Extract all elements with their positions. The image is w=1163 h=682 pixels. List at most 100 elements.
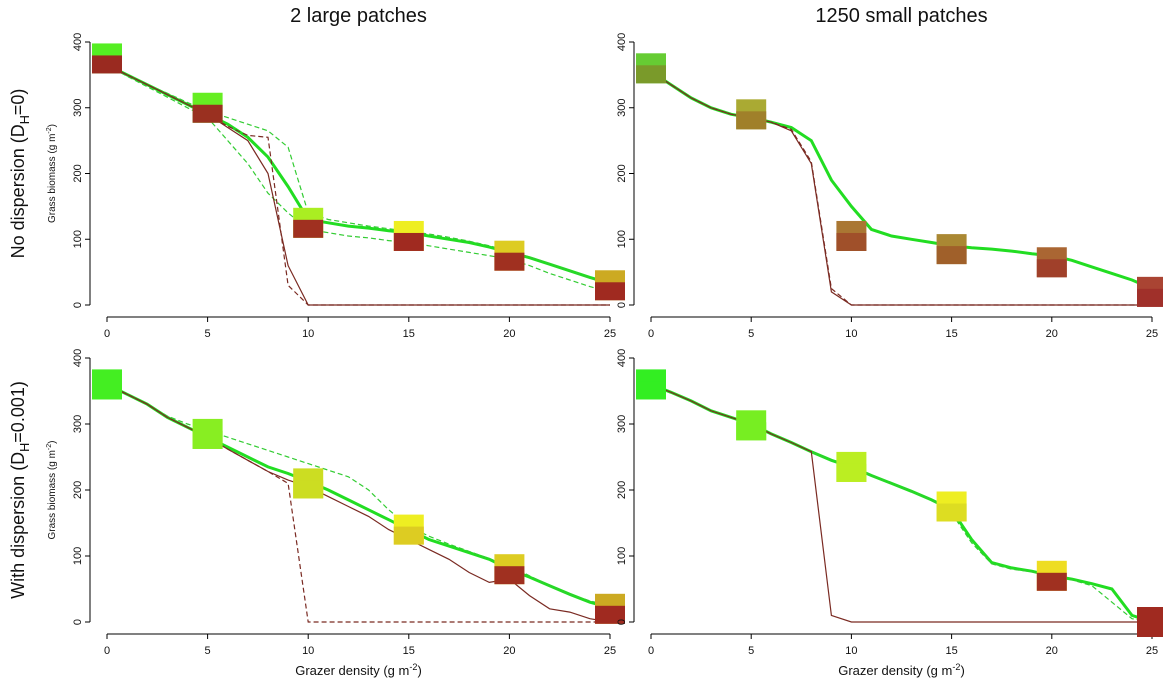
- x-tick-label: 15: [403, 645, 415, 657]
- snapshot: [92, 43, 122, 74]
- y-tick-label: 100: [616, 230, 628, 248]
- x-tick-label: 20: [503, 645, 515, 657]
- x-axis-label-script: -2: [952, 662, 960, 672]
- series-line: [650, 383, 1153, 623]
- row-label-main: With dispersion (D: [8, 452, 28, 599]
- snapshot: [736, 410, 767, 441]
- y-tick-label: 0: [72, 302, 84, 308]
- y-tick-label: 0: [72, 619, 84, 625]
- snapshot-bottom: [736, 422, 767, 441]
- snapshot: [595, 593, 625, 624]
- series-line: [106, 64, 611, 286]
- x-tick-label: 5: [748, 645, 754, 657]
- panel-title: 2 large patches: [290, 5, 427, 27]
- series-line: [106, 383, 611, 623]
- x-tick-label: 0: [648, 328, 654, 340]
- snapshot: [494, 240, 525, 271]
- row-label-rest: =0): [8, 89, 28, 116]
- y-axis-label-main: Grass biomass (g m: [47, 450, 58, 539]
- y-axis-label-script: -2: [46, 444, 53, 450]
- x-tick-label: 10: [302, 328, 314, 340]
- snapshot: [836, 220, 867, 251]
- x-axis-label: Grazer density (g m-2): [295, 662, 422, 678]
- snapshot-bottom: [1036, 259, 1067, 278]
- y-tick-label: 300: [616, 415, 628, 433]
- y-tick-label: 100: [72, 547, 84, 565]
- snapshot: [936, 491, 967, 522]
- series-line: [650, 383, 1152, 623]
- snapshot: [595, 270, 625, 301]
- x-tick-label: 10: [302, 645, 314, 657]
- x-axis-label-main: Grazer density (g m: [295, 663, 409, 678]
- x-tick-label: 20: [1046, 645, 1058, 657]
- series-line: [650, 70, 1153, 290]
- y-tick-label: 0: [616, 619, 628, 625]
- x-tick-label: 0: [648, 645, 654, 657]
- snapshot-bottom: [494, 252, 525, 271]
- row-label: With dispersion (DH=0.001): [8, 381, 32, 599]
- row-label-script: H: [18, 115, 32, 124]
- x-tick-label: 5: [205, 645, 211, 657]
- x-axis-label: Grazer density (g m-2): [838, 662, 965, 678]
- snapshot: [1036, 247, 1067, 278]
- snapshot: [192, 92, 223, 123]
- y-tick-label: 200: [616, 164, 628, 182]
- x-tick-label: 20: [1046, 328, 1058, 340]
- x-axis-label-rest: ): [960, 663, 964, 678]
- series-line: [106, 383, 610, 623]
- x-tick-label: 10: [845, 645, 857, 657]
- y-tick-label: 200: [72, 164, 84, 182]
- y-tick-label: 200: [72, 481, 84, 499]
- snapshot: [1036, 560, 1067, 591]
- snapshot-bottom: [393, 526, 424, 545]
- y-axis-label-main: Grass biomass (g m: [47, 134, 58, 223]
- x-tick-label: 25: [604, 328, 616, 340]
- snapshot-bottom: [836, 463, 867, 482]
- series-line: [106, 63, 611, 285]
- y-tick-label: 400: [616, 349, 628, 367]
- snapshot-bottom: [595, 605, 625, 624]
- y-tick-label: 100: [72, 230, 84, 248]
- snapshot-bottom: [293, 480, 324, 499]
- y-axis-label-script: -2: [46, 127, 53, 133]
- x-tick-label: 25: [1146, 328, 1158, 340]
- y-tick-label: 300: [72, 415, 84, 433]
- snapshot-bottom: [595, 282, 625, 301]
- series-line: [106, 64, 611, 293]
- snapshot-bottom: [192, 430, 223, 449]
- x-tick-label: 5: [748, 328, 754, 340]
- row-label-script: H: [18, 443, 32, 452]
- snapshot-bottom: [92, 55, 122, 74]
- x-tick-label: 25: [1146, 645, 1158, 657]
- series-line: [106, 383, 611, 609]
- snapshot: [494, 554, 525, 585]
- x-tick-label: 0: [104, 328, 110, 340]
- snapshot-bottom: [1137, 288, 1163, 307]
- y-axis-label-rest: ): [47, 124, 58, 127]
- snapshot-bottom: [736, 111, 767, 130]
- x-tick-label: 15: [945, 645, 957, 657]
- x-tick-label: 15: [945, 328, 957, 340]
- snapshot: [192, 418, 223, 449]
- snapshot-bottom: [636, 381, 666, 400]
- snapshot-bottom: [636, 65, 666, 84]
- series-line: [650, 383, 1153, 624]
- x-tick-label: 20: [503, 328, 515, 340]
- snapshot: [1137, 276, 1163, 307]
- snapshot: [92, 369, 122, 400]
- y-tick-label: 100: [616, 547, 628, 565]
- y-axis-label: Grass biomass (g m-2): [46, 124, 58, 223]
- snapshot-bottom: [936, 503, 967, 522]
- series-line: [650, 71, 1152, 306]
- snapshot-bottom: [836, 232, 867, 251]
- x-tick-label: 10: [845, 328, 857, 340]
- snapshot: [836, 451, 867, 482]
- y-tick-label: 200: [616, 481, 628, 499]
- y-tick-label: 400: [72, 349, 84, 367]
- snapshot-bottom: [393, 232, 424, 251]
- snapshot: [293, 207, 324, 238]
- y-tick-label: 300: [72, 99, 84, 117]
- x-axis-label-script: -2: [409, 662, 417, 672]
- row-label-rest: =0.001): [8, 381, 28, 443]
